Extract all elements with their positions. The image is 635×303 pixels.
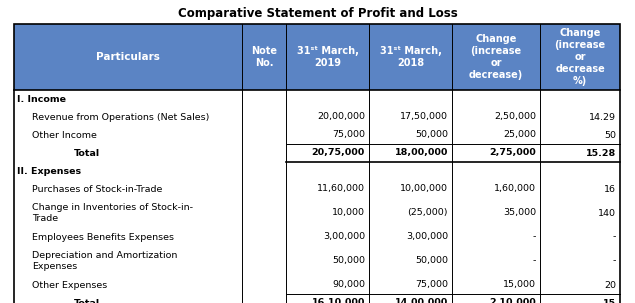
Text: 75,000: 75,000 [332, 131, 365, 139]
Text: 16: 16 [604, 185, 616, 194]
Text: Total: Total [74, 148, 100, 158]
Bar [14, 90, 620, 108]
Text: 14.29: 14.29 [589, 112, 616, 122]
Text: 3,00,000: 3,00,000 [323, 232, 365, 241]
Bar [14, 108, 620, 126]
Text: -: - [613, 257, 616, 265]
Bar [14, 180, 620, 198]
Text: 11,60,000: 11,60,000 [317, 185, 365, 194]
Text: 50,000: 50,000 [332, 257, 365, 265]
Bar [14, 162, 620, 180]
Bar [14, 198, 620, 228]
Text: Change in Inventories of Stock-in-
Trade: Change in Inventories of Stock-in- Trade [32, 203, 193, 223]
Text: 50,000: 50,000 [415, 257, 448, 265]
Text: 140: 140 [598, 208, 616, 218]
Text: Purchases of Stock-in-Trade: Purchases of Stock-in-Trade [32, 185, 163, 194]
Text: 1,60,000: 1,60,000 [494, 185, 536, 194]
Text: 31ˢᵗ March,
2018: 31ˢᵗ March, 2018 [380, 46, 441, 68]
Text: 75,000: 75,000 [415, 281, 448, 289]
Bar [14, 144, 620, 162]
Text: 35,000: 35,000 [503, 208, 536, 218]
Text: 15,000: 15,000 [503, 281, 536, 289]
Text: 2,10,000: 2,10,000 [489, 298, 536, 303]
Text: -: - [533, 232, 536, 241]
Text: 20,75,000: 20,75,000 [312, 148, 365, 158]
Text: 17,50,000: 17,50,000 [400, 112, 448, 122]
Bar [14, 294, 620, 303]
Text: Change
(increase
or
decrease
%): Change (increase or decrease %) [554, 28, 606, 86]
Text: Note
No.: Note No. [251, 46, 277, 68]
Text: 20,00,000: 20,00,000 [317, 112, 365, 122]
Text: Change
(increase
or
decrease): Change (increase or decrease) [469, 34, 523, 80]
Text: I. Income: I. Income [17, 95, 66, 104]
Text: 3,00,000: 3,00,000 [406, 232, 448, 241]
Text: 50,000: 50,000 [415, 131, 448, 139]
Text: 2,75,000: 2,75,000 [489, 148, 536, 158]
Bar [14, 24, 620, 90]
Text: 90,000: 90,000 [332, 281, 365, 289]
Text: 2,50,000: 2,50,000 [494, 112, 536, 122]
Text: Employees Benefits Expenses: Employees Benefits Expenses [32, 232, 174, 241]
Bar [14, 276, 620, 294]
Bar [14, 126, 620, 144]
Text: 15: 15 [603, 298, 616, 303]
Text: Comparative Statement of Profit and Loss: Comparative Statement of Profit and Loss [178, 6, 457, 19]
Bar [14, 228, 620, 246]
Text: Other Income: Other Income [32, 131, 97, 139]
Text: (25,000): (25,000) [408, 208, 448, 218]
Text: 18,00,000: 18,00,000 [394, 148, 448, 158]
Text: 14,00,000: 14,00,000 [395, 298, 448, 303]
Text: 16,10,000: 16,10,000 [312, 298, 365, 303]
Text: 50: 50 [604, 131, 616, 139]
Text: 31ˢᵗ March,
2019: 31ˢᵗ March, 2019 [297, 46, 358, 68]
Text: II. Expenses: II. Expenses [17, 167, 81, 175]
Text: Total: Total [74, 298, 100, 303]
Text: Depreciation and Amortization
Expenses: Depreciation and Amortization Expenses [32, 251, 177, 271]
Text: 10,00,000: 10,00,000 [400, 185, 448, 194]
Text: 20: 20 [604, 281, 616, 289]
Text: -: - [613, 232, 616, 241]
Text: -: - [533, 257, 536, 265]
Bar [14, 246, 620, 276]
Text: Particulars: Particulars [96, 52, 160, 62]
Text: Revenue from Operations (Net Sales): Revenue from Operations (Net Sales) [32, 112, 210, 122]
Text: 10,000: 10,000 [332, 208, 365, 218]
Text: 15.28: 15.28 [585, 148, 616, 158]
Text: 25,000: 25,000 [503, 131, 536, 139]
Text: Other Expenses: Other Expenses [32, 281, 107, 289]
